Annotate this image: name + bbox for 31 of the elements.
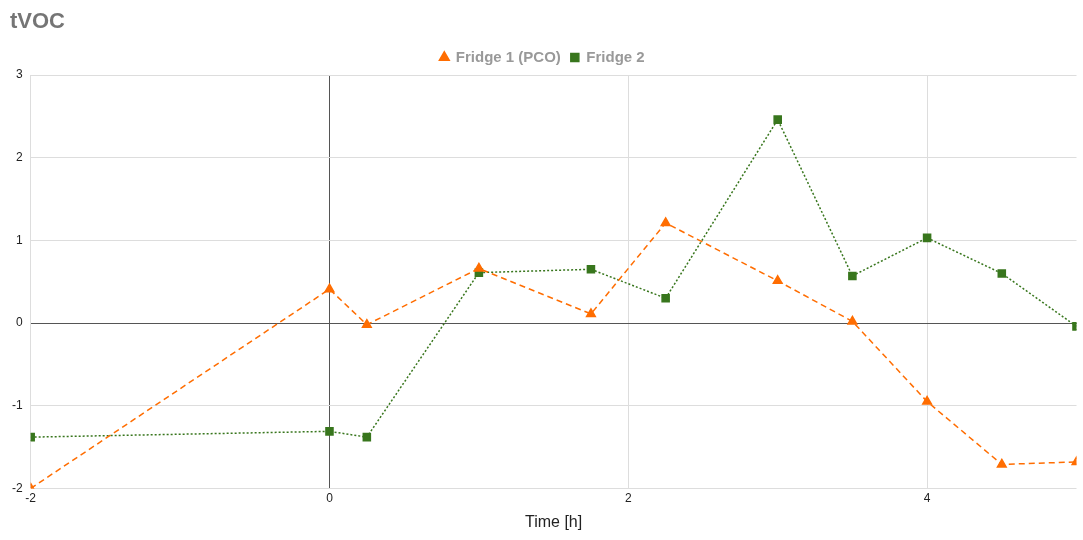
x-tick-label: 2 (624, 490, 632, 505)
point (660, 217, 671, 227)
point (324, 283, 335, 293)
point (922, 395, 933, 405)
legend-label: Fridge 1 (PCO) (455, 47, 561, 65)
point (773, 115, 782, 124)
x-tick-label: -2 (25, 490, 37, 505)
point (997, 269, 1007, 278)
y-tick-label: -2 (12, 480, 23, 495)
x-tick-label: 4 (923, 490, 931, 505)
point (847, 315, 858, 325)
legend-label: Fridge 2 (586, 47, 645, 65)
point (661, 293, 670, 303)
y-tick-label: 1 (15, 232, 23, 247)
point (922, 233, 932, 243)
point (848, 271, 857, 281)
point (585, 308, 597, 318)
point (361, 318, 372, 328)
y-tick-label: 2 (15, 149, 23, 164)
point (325, 427, 334, 436)
point (772, 275, 783, 285)
x-axis-title: Time [h] (524, 512, 583, 530)
y-tick-label: -1 (12, 398, 23, 413)
point (586, 265, 596, 274)
point (362, 432, 372, 442)
point (996, 458, 1007, 468)
x-tick-label: 0 (326, 490, 334, 505)
point (473, 262, 484, 272)
chart-title: tVOC (10, 8, 65, 34)
y-tick-label: 0 (15, 315, 23, 330)
y-tick-label: 3 (15, 67, 23, 82)
